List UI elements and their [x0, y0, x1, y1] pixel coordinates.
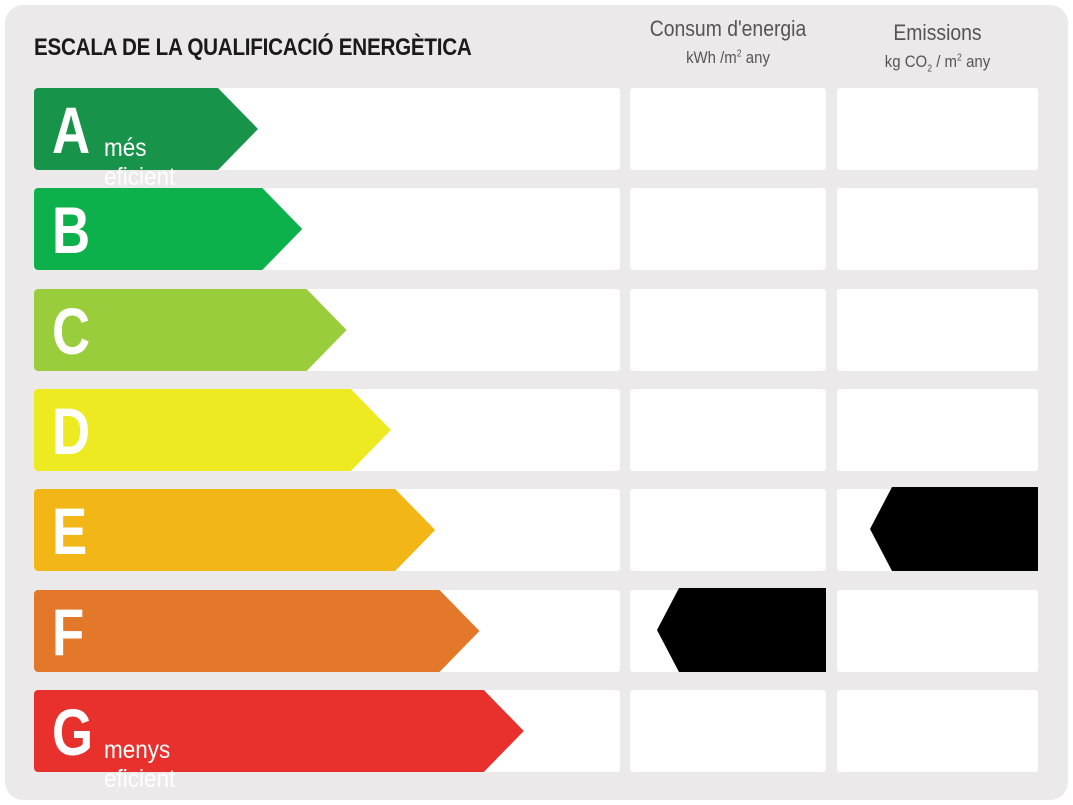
consumption-cell-b [630, 188, 826, 270]
emissions-rating-marker [870, 487, 1038, 571]
rating-letter: E [52, 494, 88, 568]
rating-letter: C [52, 294, 91, 368]
emissions-cell-d [837, 389, 1038, 471]
consumption-header: Consum d'energia kWh /m2 any [642, 16, 814, 68]
rating-arrow-g [34, 690, 524, 772]
consumption-cell-c [630, 289, 826, 371]
rating-letter: B [52, 193, 91, 267]
emissions-cell-b [837, 188, 1038, 270]
rating-arrow-a [34, 88, 258, 170]
consumption-title: Consum d'energia [649, 16, 807, 41]
consumption-rating-marker [657, 588, 826, 672]
consumption-cell-g [630, 690, 826, 772]
emissions-header: Emissions kg CO2 / m2 any [849, 20, 1026, 74]
rating-letter: D [52, 394, 91, 468]
emissions-title: Emissions [893, 20, 982, 45]
rating-sublabel: més eficient [104, 134, 176, 191]
page-title: ESCALA DE LA QUALIFICACIÓ ENERGÈTICA [34, 34, 472, 61]
consumption-unit: kWh /m2 any [686, 48, 770, 67]
consumption-cell-e [630, 489, 826, 571]
rating-letter: A [52, 93, 91, 167]
rating-letter: G [52, 695, 94, 769]
consumption-cell-a [630, 88, 826, 170]
rating-sublabel: menys eficient [104, 736, 176, 793]
rating-arrow-e [34, 489, 436, 571]
emissions-cell-a [837, 88, 1038, 170]
emissions-cell-g [837, 690, 1038, 772]
emissions-unit: kg CO2 / m2 any [884, 52, 991, 75]
consumption-cell-d [630, 389, 826, 471]
emissions-cell-f [837, 590, 1038, 672]
rating-arrow-d [34, 389, 391, 471]
rating-arrow-f [34, 590, 480, 672]
emissions-cell-c [837, 289, 1038, 371]
rating-letter: F [52, 595, 85, 669]
rating-arrow-b [34, 188, 303, 270]
rating-arrow-c [34, 289, 347, 371]
